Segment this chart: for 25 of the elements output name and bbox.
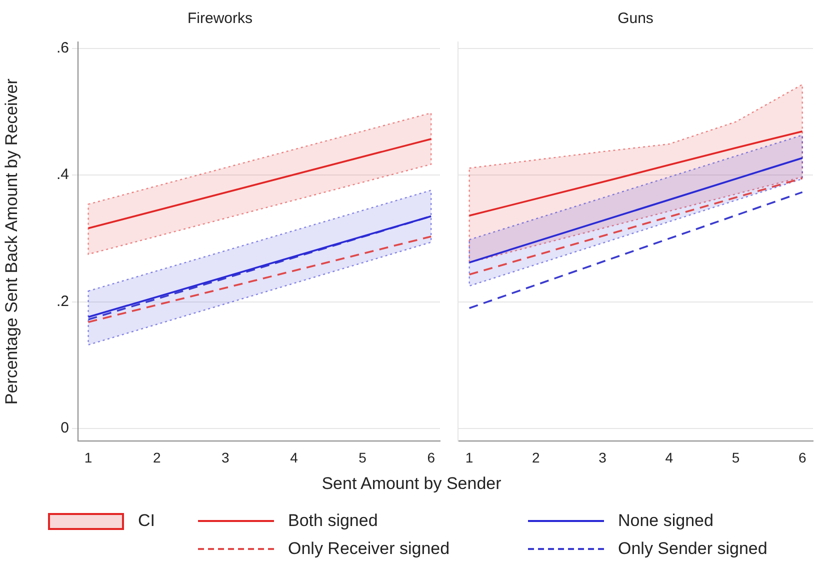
- y-axis-title: Percentage Sent Back Amount by Receiver: [2, 78, 21, 405]
- text: CI: [138, 511, 155, 531]
- legend-label: Only Sender signed: [618, 539, 768, 559]
- x-tick-label: 3: [222, 449, 230, 466]
- x-tick-label: 6: [798, 449, 806, 466]
- chart-title: Guns: [618, 10, 654, 28]
- legend-label: None signed: [618, 511, 714, 531]
- x-axis-title: Sent Amount by Sender: [320, 474, 502, 494]
- x-tick-label: 2: [532, 449, 540, 466]
- x-tick-label: 3: [598, 449, 607, 466]
- x-tick-label: 5: [358, 449, 367, 466]
- legend-label: Both signed: [288, 511, 378, 531]
- x-tick-label: 4: [665, 449, 674, 466]
- x-tick-label: 1: [465, 449, 474, 466]
- x-tick-label: 1: [84, 449, 92, 466]
- legend-label: Only Receiver signed: [288, 539, 450, 559]
- x-tick-label: 5: [732, 449, 740, 466]
- x-tick-label: 6: [427, 449, 436, 466]
- y-tick-label: 0: [60, 420, 69, 437]
- y-tick-label: .6: [56, 39, 69, 56]
- y-tick-label: .2: [56, 292, 69, 310]
- y-tick-label: .4: [56, 166, 69, 184]
- x-tick-label: 2: [152, 449, 161, 466]
- chart-title: Fireworks: [187, 10, 253, 28]
- x-tick-label: 4: [290, 449, 298, 466]
